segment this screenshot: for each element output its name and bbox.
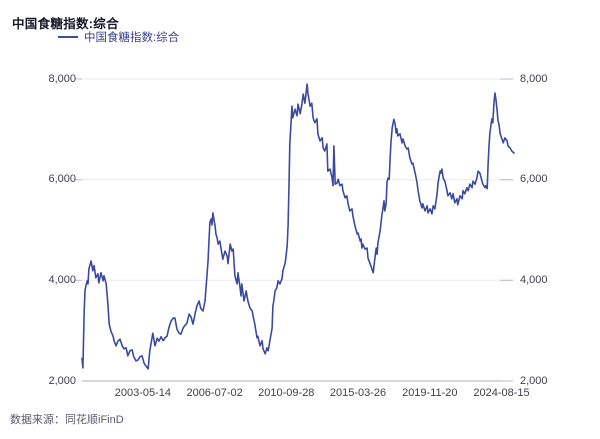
y-axis-label-right: 2,000 xyxy=(520,374,548,387)
data-source-note: 数据来源：同花顺iFinD xyxy=(10,414,124,426)
y-axis-label-left: 4,000 xyxy=(48,273,76,286)
y-axis-label-left: 8,000 xyxy=(48,72,76,85)
y-axis-label-right: 4,000 xyxy=(520,273,548,286)
page-title: 中国食糖指数:综合 xyxy=(12,17,119,31)
legend-label: 中国食糖指数:综合 xyxy=(84,32,180,44)
x-axis-label: 2006-07-02 xyxy=(186,387,243,399)
y-axis-label-right: 8,000 xyxy=(520,72,548,85)
y-axis-label-right: 6,000 xyxy=(520,173,548,186)
legend-line-swatch xyxy=(58,36,78,38)
x-axis-label: 2010-09-28 xyxy=(258,387,315,399)
x-axis-label: 2003-05-14 xyxy=(114,387,172,399)
y-axis-label-left: 2,000 xyxy=(48,374,76,387)
x-axis-label: 2015-03-26 xyxy=(329,387,387,399)
x-axis-label: 2024-08-15 xyxy=(473,387,530,399)
x-axis-label: 2019-11-20 xyxy=(402,387,458,399)
y-axis-label-left: 6,000 xyxy=(48,173,76,186)
legend-item[interactable]: 中国食糖指数:综合 xyxy=(58,30,179,44)
series-line xyxy=(81,83,515,370)
